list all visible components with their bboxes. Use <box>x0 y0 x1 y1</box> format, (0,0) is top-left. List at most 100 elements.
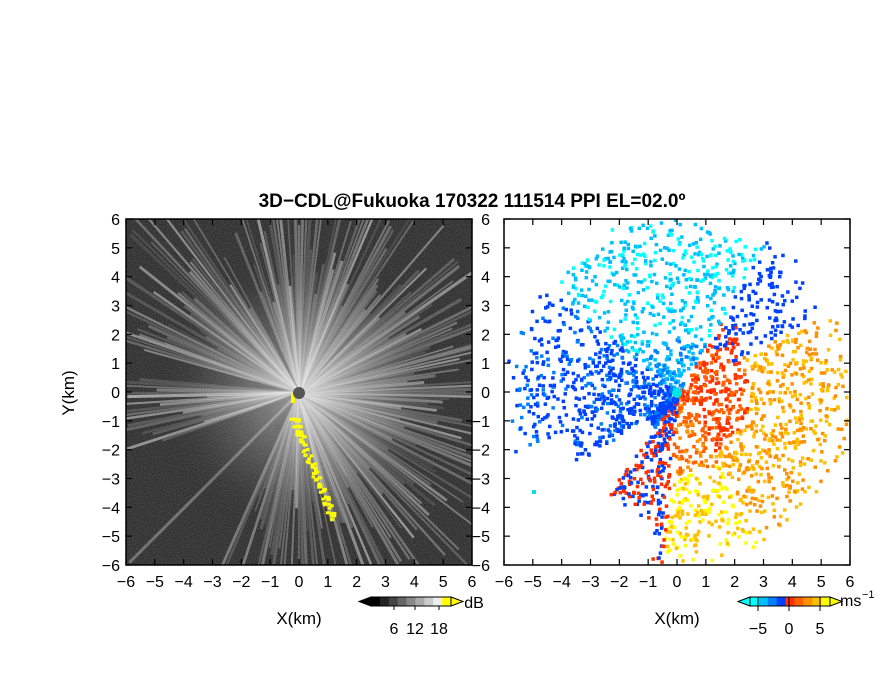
right-velocity-pixel <box>683 268 687 273</box>
right-velocity-pixel <box>800 487 805 491</box>
right-velocity-pixel <box>663 407 667 412</box>
right-velocity-pixel <box>663 414 668 418</box>
right-velocity-pixel <box>657 407 662 411</box>
right-velocity-pixel <box>758 390 763 395</box>
right-velocity-pixel <box>775 309 780 314</box>
right-velocity-pixel <box>624 381 629 386</box>
right-velocity-pixel <box>754 461 759 466</box>
right-velocity-pixel <box>656 422 660 426</box>
right-velocity-pixel <box>618 409 623 414</box>
right-velocity-pixel <box>770 346 774 350</box>
right-velocity-pixel <box>664 384 669 389</box>
right-velocity-pixel <box>722 365 726 369</box>
right-velocity-pixel <box>704 459 708 463</box>
right-velocity-pixel <box>705 464 710 469</box>
right-velocity-pixel <box>807 406 812 410</box>
right-velocity-pixel <box>745 466 749 470</box>
right-velocity-pixel <box>763 334 768 338</box>
right-velocity-pixel <box>621 496 626 501</box>
right-velocity-pixel <box>609 401 613 406</box>
right-colorbar-swatch <box>776 597 786 606</box>
right-velocity-pixel <box>783 391 787 395</box>
right-velocity-pixel <box>556 397 560 401</box>
right-velocity-pixel <box>688 455 692 459</box>
right-velocity-pixel <box>746 330 751 335</box>
right-velocity-pixel <box>662 246 667 250</box>
right-velocity-pixel <box>583 366 588 370</box>
right-velocity-pixel <box>694 334 698 338</box>
right-velocity-pixel <box>632 334 637 339</box>
right-velocity-pixel <box>617 398 622 402</box>
right-velocity-pixel <box>835 455 839 459</box>
right-velocity-pixel <box>716 488 720 493</box>
right-velocity-pixel <box>767 344 771 348</box>
right-velocity-pixel <box>598 439 603 443</box>
right-velocity-pixel <box>771 429 776 433</box>
right-velocity-pixel <box>714 443 718 447</box>
right-velocity-pixel <box>664 393 668 397</box>
right-velocity-pixel <box>782 320 787 324</box>
right-velocity-pixel <box>777 522 781 527</box>
right-velocity-pixel <box>782 409 786 414</box>
left-yellow-pixel <box>317 482 321 486</box>
right-velocity-pixel <box>634 267 639 271</box>
right-velocity-pixel <box>714 399 719 403</box>
right-velocity-pixel <box>689 373 694 378</box>
right-velocity-pixel <box>634 402 639 406</box>
right-velocity-pixel <box>719 454 723 459</box>
right-velocity-pixel <box>784 431 788 435</box>
right-velocity-pixel <box>807 395 811 399</box>
left-yellow-pixel <box>291 393 295 403</box>
right-velocity-pixel <box>680 456 685 461</box>
right-velocity-pixel <box>724 326 728 330</box>
right-velocity-pixel <box>647 388 652 393</box>
right-velocity-pixel <box>729 351 734 355</box>
right-velocity-pixel <box>695 413 700 417</box>
right-velocity-pixel <box>664 515 668 519</box>
right-velocity-pixel <box>759 428 763 433</box>
right-velocity-pixel <box>756 407 760 411</box>
right-velocity-pixel <box>703 500 708 505</box>
left-yellow-pixel <box>303 454 307 458</box>
right-velocity-pixel <box>565 354 569 359</box>
right-velocity-pixel <box>666 355 670 359</box>
right-velocity-pixel <box>660 463 665 468</box>
right-velocity-pixel <box>683 543 687 548</box>
right-velocity-pixel <box>807 339 812 344</box>
right-velocity-pixel <box>721 428 725 432</box>
right-velocity-pixel <box>770 281 774 286</box>
right-velocity-pixel <box>753 361 757 365</box>
right-velocity-pixel <box>752 431 757 436</box>
right-velocity-pixel <box>683 482 688 486</box>
right-velocity-pixel <box>719 437 723 441</box>
right-velocity-pixel <box>621 361 626 365</box>
right-velocity-pixel <box>682 363 686 368</box>
left-yellow-pixel <box>296 425 303 429</box>
right-velocity-pixel <box>527 409 531 414</box>
right-velocity-pixel <box>635 420 639 424</box>
right-velocity-pixel <box>752 364 756 368</box>
right-velocity-pixel <box>773 255 777 259</box>
right-velocity-pixel <box>577 408 581 413</box>
right-velocity-pixel <box>802 381 806 385</box>
right-velocity-pixel <box>810 419 815 423</box>
left-x-tick-label: 2 <box>352 574 361 591</box>
right-velocity-pixel <box>745 502 749 507</box>
right-velocity-pixel <box>668 277 672 282</box>
right-velocity-pixel <box>687 269 691 274</box>
right-velocity-pixel <box>762 401 766 406</box>
right-velocity-pixel <box>776 415 780 420</box>
right-velocity-pixel <box>573 297 577 302</box>
right-velocity-pixel <box>615 394 619 399</box>
right-velocity-pixel <box>717 513 721 517</box>
right-velocity-pixel <box>757 387 761 392</box>
right-velocity-pixel <box>785 518 789 522</box>
right-velocity-pixel <box>656 431 660 436</box>
right-velocity-pixel <box>601 293 605 298</box>
right-velocity-pixel <box>839 372 843 377</box>
right-velocity-pixel <box>672 326 676 330</box>
right-velocity-pixel <box>773 309 778 313</box>
right-velocity-pixel <box>738 498 743 503</box>
right-velocity-pixel <box>651 418 656 423</box>
right-velocity-pixel <box>725 541 730 546</box>
